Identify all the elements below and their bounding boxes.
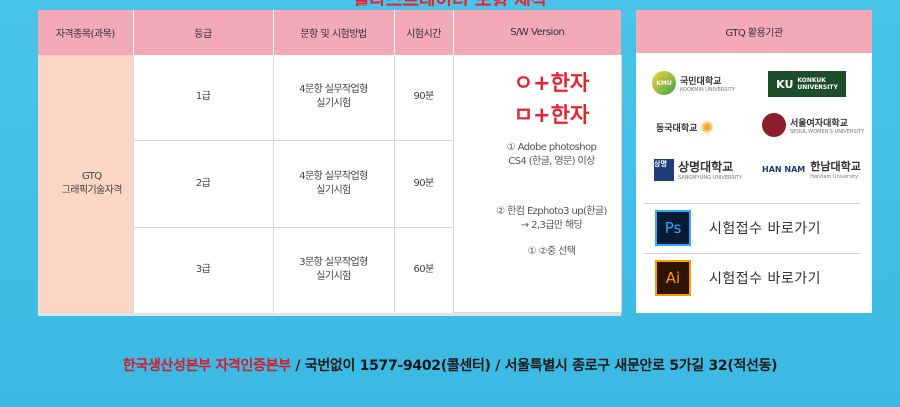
- sw-highlight-2: ㅁ+한자: [513, 103, 590, 127]
- hannam-sub: Hannam University: [810, 174, 859, 180]
- photoshop-exam-apply-button[interactable]: Ps 시험접수 바로가기: [644, 203, 860, 252]
- header-category: 자격종목(과목): [38, 10, 134, 55]
- seoulwomen-sub: SEOUL WOMEN'S UNIVERSITY: [790, 128, 865, 135]
- header-grade: 등급: [133, 10, 274, 55]
- sangmyung-logo: 상명 상명대학교 SANGMYUNG UNIVERSITY: [654, 158, 742, 181]
- konkuk-sub: UNIVERSITY: [797, 84, 838, 91]
- table-row: GTQ 그래픽기술자격 1급 4문항 실무작업형 실기시험 90분 ㅇ+한자 ㅁ…: [38, 55, 622, 313]
- illustrator-icon: Ai: [655, 260, 691, 296]
- hannam-logo: HAN NAM 한남대학교 Hannam University: [762, 158, 861, 180]
- footer-contact-details: / 국번없이 1577-9402(콜센터) / 서울특별시 종로구 새문안로 5…: [290, 358, 778, 374]
- sangmyung-emblem-icon: 상명: [654, 158, 674, 181]
- sw-note-ezphoto: ② 한컴 Ezphoto3 up(한글): [496, 206, 607, 217]
- method-cell: 4문항 실무작업형 실기시험: [273, 55, 395, 141]
- table-header-row: 자격종목(과목) 등급 문항 및 시험방법 시험시간 S/W Version: [38, 10, 621, 55]
- method-line: 4문항 실무작업형: [299, 84, 368, 96]
- table-bottom-rule: [38, 313, 621, 316]
- dongguk-name: 동국대학교: [656, 124, 698, 134]
- illustrator-exam-apply-button[interactable]: Ai 시험접수 바로가기: [644, 253, 860, 302]
- grade-cell: 1급: [133, 55, 274, 141]
- time-cell: 90분: [394, 140, 454, 228]
- method-line: 4문항 실무작업형: [299, 170, 368, 182]
- institutions-header: GTQ 활용기관: [636, 10, 872, 53]
- hannam-mark: HAN NAM: [762, 164, 806, 174]
- dongguk-emblem-icon: ✺: [700, 118, 714, 137]
- method-line: 실기시험: [316, 271, 351, 283]
- footer-organization: 한국생산성본부 자격인증본부: [122, 358, 291, 374]
- footer-contact: 한국생산성본부 자격인증본부 / 국번없이 1577-9402(콜센터) / 서…: [0, 355, 900, 375]
- photoshop-icon: Ps: [655, 210, 691, 246]
- konkuk-mark: KU: [776, 77, 794, 91]
- method-line: 3문항 실무작업형: [299, 257, 368, 269]
- kookmin-logo: KMU 국민대학교 KOOKMIN UNIVERSITY: [652, 71, 735, 95]
- illustrator-apply-label: 시험접수 바로가기: [709, 271, 821, 287]
- dongguk-logo: 동국대학교 ✺: [656, 118, 714, 137]
- sw-note-photoshop: ① Adobe photoshop: [506, 142, 597, 153]
- table-row: 3급 3문항 실무작업형 실기시험 60분: [38, 227, 621, 313]
- institutions-panel: GTQ 활용기관 KMU 국민대학교 KOOKMIN UNIVERSITY KU …: [636, 10, 872, 313]
- seoulwomen-name: 서울여자대학교: [790, 118, 848, 129]
- category-code: GTQ: [81, 170, 102, 182]
- hannam-emblem-icon: HAN NAM: [762, 165, 805, 174]
- method-cell: 4문항 실무작업형 실기시험: [273, 140, 395, 228]
- kookmin-name: 국민대학교: [680, 76, 722, 87]
- method-line: 실기시험: [316, 184, 351, 196]
- sw-note-choice: ① ②중 선택: [527, 246, 576, 257]
- hannam-name: 한남대학교: [810, 160, 861, 173]
- konkuk-logo: KU KONKUK UNIVERSITY: [768, 71, 846, 97]
- exam-spec-table-panel: 자격종목(과목) 등급 문항 및 시험방법 시험시간 S/W Version G…: [38, 10, 622, 313]
- header-sw-version: S/W Version: [453, 10, 621, 55]
- seoulwomen-emblem-icon: [762, 113, 786, 137]
- sangmyung-sub: SANGMYUNG UNIVERSITY: [678, 175, 743, 181]
- time-cell: 90분: [394, 55, 454, 141]
- method-cell: 3문항 실무작업형 실기시험: [273, 227, 395, 313]
- sw-note-photoshop-version: CS4 (한글, 영문) 이상: [508, 156, 595, 167]
- konkuk-emblem-icon: KU KONKUK UNIVERSITY: [768, 71, 846, 97]
- kookmin-sub: KOOKMIN UNIVERSITY: [680, 86, 735, 93]
- sangmyung-name: 상명대학교: [678, 160, 734, 174]
- photoshop-apply-label: 시험접수 바로가기: [709, 221, 821, 237]
- grade-cell: 3급: [133, 227, 274, 313]
- sw-note-ezphoto-scope: → 2,3급만 해당: [520, 220, 583, 231]
- sw-version-cell: ㅇ+한자 ㅁ+한자 ① Adobe photoshop CS4 (한글, 영문)…: [453, 55, 622, 313]
- header-method: 문항 및 시험방법: [273, 10, 395, 55]
- grade-cell: 2급: [133, 140, 274, 228]
- konkuk-name: KONKUK: [797, 77, 826, 84]
- seoulwomen-logo: 서울여자대학교 SEOUL WOMEN'S UNIVERSITY: [762, 113, 864, 137]
- section-title: 필다스트레이터 모형 제작: [250, 0, 650, 6]
- exam-spec-table: 자격종목(과목) 등급 문항 및 시험방법 시험시간 S/W Version G…: [38, 10, 622, 313]
- institution-logos: KMU 국민대학교 KOOKMIN UNIVERSITY KU KONKUK UNI…: [636, 53, 872, 203]
- sw-highlight-1: ㅇ+한자: [513, 71, 590, 95]
- category-name: 그래픽기술자격: [61, 184, 123, 196]
- time-cell: 60분: [394, 227, 454, 313]
- category-cell: GTQ 그래픽기술자격: [38, 55, 134, 313]
- header-time: 시험시간: [394, 10, 454, 55]
- sangmyung-mark: 상명: [654, 159, 667, 168]
- table-row: 2급 4문항 실무작업형 실기시험 90분: [38, 140, 621, 228]
- method-line: 실기시험: [316, 98, 351, 110]
- kookmin-emblem-icon: KMU: [652, 71, 676, 95]
